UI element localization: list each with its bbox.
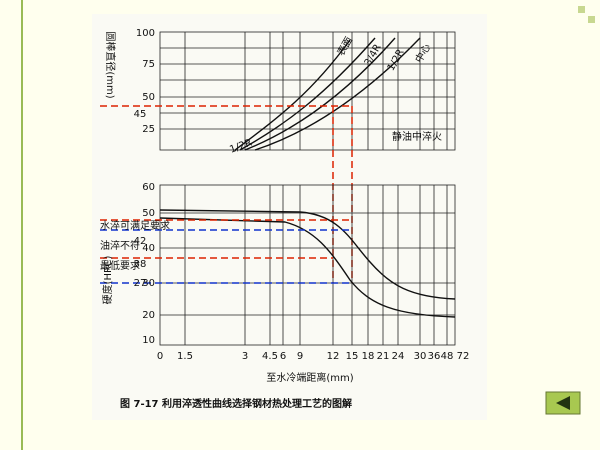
x-tick-label: 18	[362, 351, 375, 362]
x-tick-label: 21	[377, 351, 390, 362]
x-tick-label: 36	[428, 351, 441, 362]
marked-value-label: 42	[134, 236, 147, 247]
bottom-chart: 硬度(HRC) 60 50 40 30 20 10 水淬可满足要求 油淬不符 最…	[100, 182, 469, 384]
y-tick-label: 10	[142, 335, 155, 346]
back-button-arrow[interactable]	[556, 396, 570, 410]
curve	[239, 37, 376, 151]
curve	[159, 209, 456, 300]
condition-label: 静油中淬火	[392, 130, 442, 143]
back-button[interactable]	[545, 391, 581, 415]
x-tick-label: 24	[392, 351, 405, 362]
x-tick-label: 0	[157, 351, 163, 362]
marked-value-label: 45	[134, 109, 147, 120]
y-tick-label: 50	[142, 92, 155, 103]
y-tick-label: 30	[142, 278, 155, 289]
curve	[244, 37, 396, 151]
x-tick-label: 9	[297, 351, 303, 362]
x-tick-label: 12	[327, 351, 340, 362]
x-tick-label: 72	[457, 351, 470, 362]
x-axis-label: 至水冷端距离(mm)	[266, 371, 353, 384]
grid	[159, 31, 456, 151]
y-tick-label: 50	[142, 208, 155, 219]
x-tick-labels: 0 1.5 3 4.5 6 9 12 15 18 21 24 30 36 48 72	[157, 351, 470, 362]
caption: 图 7-17 利用淬透性曲线选择钢材热处理工艺的图解	[120, 397, 352, 410]
annotation: 油淬不符	[100, 239, 140, 252]
x-tick-label: 15	[346, 351, 359, 362]
y-tick-label: 20	[142, 310, 155, 321]
y-axis-label: 硬度(HRC)	[101, 256, 114, 305]
y-axis-label: 圆棒直径(mm)	[104, 31, 117, 98]
curve	[254, 37, 421, 151]
slide-decoration	[578, 6, 585, 13]
marked-value-label: 38	[134, 259, 147, 270]
curve	[234, 39, 351, 151]
x-tick-label: 48	[441, 351, 454, 362]
y-tick-label: 40	[142, 243, 155, 254]
annotation: 最低要求	[100, 259, 140, 272]
marked-value-label: 27	[134, 278, 147, 289]
x-tick-label: 3	[242, 351, 248, 362]
x-tick-label: 30	[414, 351, 427, 362]
slide-decoration	[588, 16, 595, 23]
y-tick-label: 75	[142, 59, 155, 70]
y-tick-label: 25	[142, 124, 155, 135]
y-tick-label: 60	[142, 182, 155, 193]
figure-background	[92, 14, 487, 420]
y-tick-label: 100	[136, 28, 155, 39]
x-tick-label: 4.5	[262, 351, 278, 362]
x-tick-label: 6	[280, 351, 286, 362]
annotation: 水淬可满足要求	[100, 219, 170, 232]
x-tick-label: 1.5	[177, 351, 193, 362]
